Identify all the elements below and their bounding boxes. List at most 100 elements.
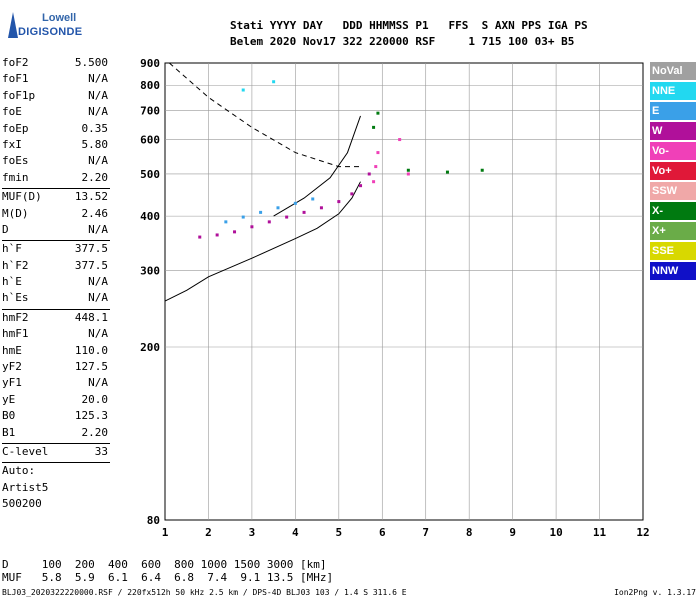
param-row: B1 2.20 (2, 426, 110, 442)
x-tick-label: 4 (292, 526, 299, 539)
legend-item: NNE (650, 82, 696, 100)
digisonde-logo: Lowell DIGISONDE (4, 6, 84, 46)
param-label: yF2 (2, 360, 22, 374)
param-value: 5.80 (81, 137, 109, 151)
param-row: foEs N/A (2, 154, 110, 170)
param-row: h`F2 377.5 (2, 259, 110, 275)
param-label: foEp (2, 121, 29, 135)
y-tick-label: 600 (140, 134, 160, 147)
param-label: D (2, 222, 9, 236)
param-row: foEp 0.35 (2, 122, 110, 138)
data-point-w (285, 215, 289, 219)
param-label: yE (2, 392, 16, 406)
param-label: foE (2, 105, 22, 119)
param-label: B1 (2, 425, 16, 439)
legend-item: W (650, 122, 696, 140)
param-row: yE 20.0 (2, 393, 110, 409)
data-point-w (302, 210, 306, 214)
param-row: C-level 33 (2, 445, 110, 461)
data-point-x (372, 125, 376, 129)
x-tick-label: 7 (422, 526, 429, 539)
x-tick-label: 6 (379, 526, 386, 539)
param-label: hmF2 (2, 310, 29, 324)
distance-row: D 100 200 400 600 800 1000 1500 3000 [km… (2, 558, 327, 571)
x-tick-label: 5 (336, 526, 343, 539)
legend-item: SSW (650, 182, 696, 200)
param-value: N/A (88, 88, 108, 102)
param-label: MUF(D) (2, 190, 42, 204)
param-row: MUF(D) 13.52 (2, 190, 110, 206)
y-tick-label: 900 (140, 57, 160, 70)
muf-row: MUF 5.8 5.9 6.1 6.4 6.8 7.4 9.1 13.5 [MH… (2, 571, 334, 584)
param-row: yF1 N/A (2, 376, 110, 392)
param-row: h`F 377.5 (2, 242, 110, 258)
param-label: B0 (2, 409, 16, 423)
param-value: 110.0 (74, 343, 108, 357)
electron-density-profile (164, 181, 361, 302)
station-header: Stati YYYY DAY DDD HHMMSS P1 FFS S AXN P… (230, 18, 588, 50)
param-value: 2.20 (81, 170, 109, 184)
legend-item: E (650, 102, 696, 120)
param-value: 125.3 (74, 409, 108, 423)
x-tick-label: 3 (249, 526, 256, 539)
y-tick-label: 800 (140, 79, 160, 92)
param-label: hmF1 (2, 327, 29, 341)
param-label: C-level (2, 444, 49, 458)
data-point-x (445, 170, 449, 174)
param-label: 500200 (2, 497, 42, 511)
data-point-vo (376, 151, 380, 155)
y-tick-label: 500 (140, 168, 160, 181)
data-point-vo (406, 172, 410, 176)
data-point-nne (241, 88, 245, 92)
x-tick-label: 11 (593, 526, 607, 539)
polarization-legend: NoVal NNE E W Vo- Vo+ SSW X- X+ SSE NNW (650, 62, 696, 282)
param-label: Auto: (2, 464, 36, 478)
param-label: fmin (2, 170, 29, 184)
param-value: N/A (88, 105, 108, 119)
panel-separator (2, 240, 110, 242)
legend-item: Vo- (650, 142, 696, 160)
data-point-w (233, 230, 237, 234)
data-point-e (293, 201, 297, 205)
data-point-vo (372, 180, 376, 184)
param-label: h`E (2, 275, 22, 289)
muf-table: D 100 200 400 600 800 1000 1500 3000 [km… (2, 558, 333, 584)
y-tick-label: 80 (147, 514, 160, 527)
param-row: yF2 127.5 (2, 360, 110, 376)
panel-separator (2, 442, 110, 444)
header-line-1: Stati YYYY DAY DDD HHMMSS P1 FFS S AXN P… (230, 19, 588, 32)
y-tick-label: 300 (140, 264, 160, 277)
param-value: 377.5 (74, 242, 108, 256)
data-point-x (406, 168, 410, 172)
param-label: foF1 (2, 72, 29, 86)
data-point-w (337, 200, 341, 204)
dashed-muf-curve (168, 62, 361, 168)
panel-separator (2, 462, 110, 464)
x-tick-label: 12 (636, 526, 649, 539)
param-row: foF1 N/A (2, 72, 110, 88)
param-row: foF1p N/A (2, 89, 110, 105)
param-row: D N/A (2, 223, 110, 239)
param-label: hmE (2, 343, 22, 357)
param-value: 2.46 (81, 206, 109, 220)
param-value: 5.500 (74, 56, 108, 69)
param-value: N/A (88, 154, 108, 168)
param-label: foF2 (2, 56, 29, 69)
x-tick-label: 8 (466, 526, 473, 539)
param-row: B0 125.3 (2, 409, 110, 425)
param-label: foEs (2, 154, 29, 168)
data-point-e (276, 206, 280, 210)
param-row: h`Es N/A (2, 291, 110, 307)
param-row: foE N/A (2, 105, 110, 121)
plot-frame (164, 62, 644, 521)
param-value: N/A (88, 72, 108, 86)
param-value: N/A (88, 376, 108, 390)
data-point-w (350, 192, 354, 196)
param-label: yF1 (2, 376, 22, 390)
param-row: foF2 5.500 (2, 56, 110, 72)
param-value: N/A (88, 291, 108, 305)
header-line-2: Belem 2020 Nov17 322 220000 RSF 1 715 10… (230, 35, 575, 48)
logo-text-digisonde: DIGISONDE (18, 26, 83, 38)
param-label: Artist5 (2, 480, 49, 494)
legend-item: X- (650, 202, 696, 220)
